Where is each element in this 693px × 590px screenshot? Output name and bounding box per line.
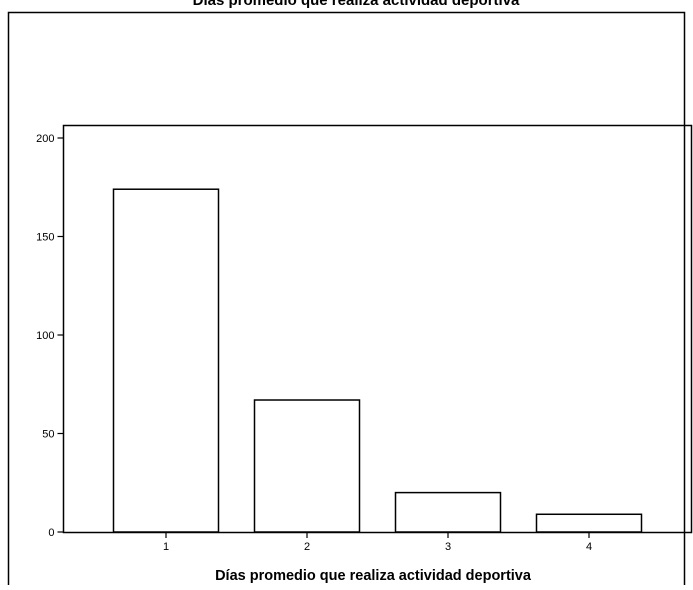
bar-4	[535, 513, 643, 533]
x-axis-label: Días promedio que realiza actividad depo…	[215, 568, 532, 584]
y-tick-label: 0	[48, 527, 54, 539]
chart-frame	[7, 11, 686, 590]
bar-3	[394, 491, 502, 533]
chart-title: Días promedio que realiza actividad depo…	[193, 0, 520, 9]
bar-2	[253, 399, 361, 533]
x-tick-label: 3	[445, 541, 451, 553]
y-tick-label: 100	[36, 330, 54, 342]
x-axis: 1 2 3 4	[163, 532, 592, 553]
bar-1	[112, 188, 220, 533]
y-tick-label: 200	[36, 133, 54, 145]
y-tick-label: 50	[42, 429, 54, 441]
x-tick-label: 4	[586, 541, 592, 553]
x-tick-label: 1	[163, 541, 169, 553]
y-axis: 0 50 100 150 200	[36, 133, 64, 539]
y-tick-label: 150	[36, 232, 54, 244]
x-tick-label: 2	[304, 541, 310, 553]
plot-area	[62, 124, 693, 534]
bars	[112, 188, 643, 533]
